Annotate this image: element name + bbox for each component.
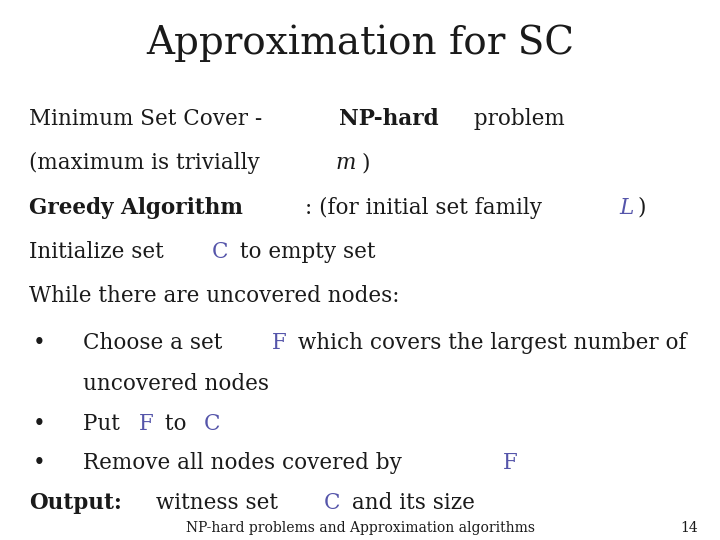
Text: Remove all nodes covered by: Remove all nodes covered by <box>83 452 408 474</box>
Text: •: • <box>33 413 46 435</box>
Text: While there are uncovered nodes:: While there are uncovered nodes: <box>29 285 400 307</box>
Text: Approximation for SC: Approximation for SC <box>146 24 574 62</box>
Text: Choose a set: Choose a set <box>83 332 229 354</box>
Text: •: • <box>33 452 46 474</box>
Text: F: F <box>139 413 154 435</box>
Text: Output:: Output: <box>29 492 122 515</box>
Text: and its size: and its size <box>346 492 475 515</box>
Text: NP-hard problems and Approximation algorithms: NP-hard problems and Approximation algor… <box>186 521 534 535</box>
Text: C: C <box>204 413 220 435</box>
Text: Greedy Algorithm: Greedy Algorithm <box>29 197 243 219</box>
Text: C: C <box>324 492 341 515</box>
Text: Initialize set: Initialize set <box>29 241 171 263</box>
Text: NP-hard: NP-hard <box>338 108 438 130</box>
Text: ): ) <box>638 197 647 219</box>
Text: to: to <box>158 413 194 435</box>
Text: witness set: witness set <box>148 492 284 515</box>
Text: •: • <box>33 332 46 354</box>
Text: F: F <box>271 332 287 354</box>
Text: 14: 14 <box>680 521 698 535</box>
Text: : (for initial set family: : (for initial set family <box>305 197 549 219</box>
Text: ): ) <box>361 152 370 174</box>
Text: which covers the largest number of: which covers the largest number of <box>291 332 686 354</box>
Text: F: F <box>503 452 518 474</box>
Text: to empty set: to empty set <box>233 241 375 263</box>
Text: Minimum Set Cover -: Minimum Set Cover - <box>29 108 269 130</box>
Text: L: L <box>619 197 634 219</box>
Text: (maximum is trivially: (maximum is trivially <box>29 152 266 174</box>
Text: m: m <box>336 152 356 174</box>
Text: uncovered nodes: uncovered nodes <box>83 373 269 395</box>
Text: C: C <box>212 241 228 263</box>
Text: problem: problem <box>467 108 565 130</box>
Text: Put: Put <box>83 413 127 435</box>
